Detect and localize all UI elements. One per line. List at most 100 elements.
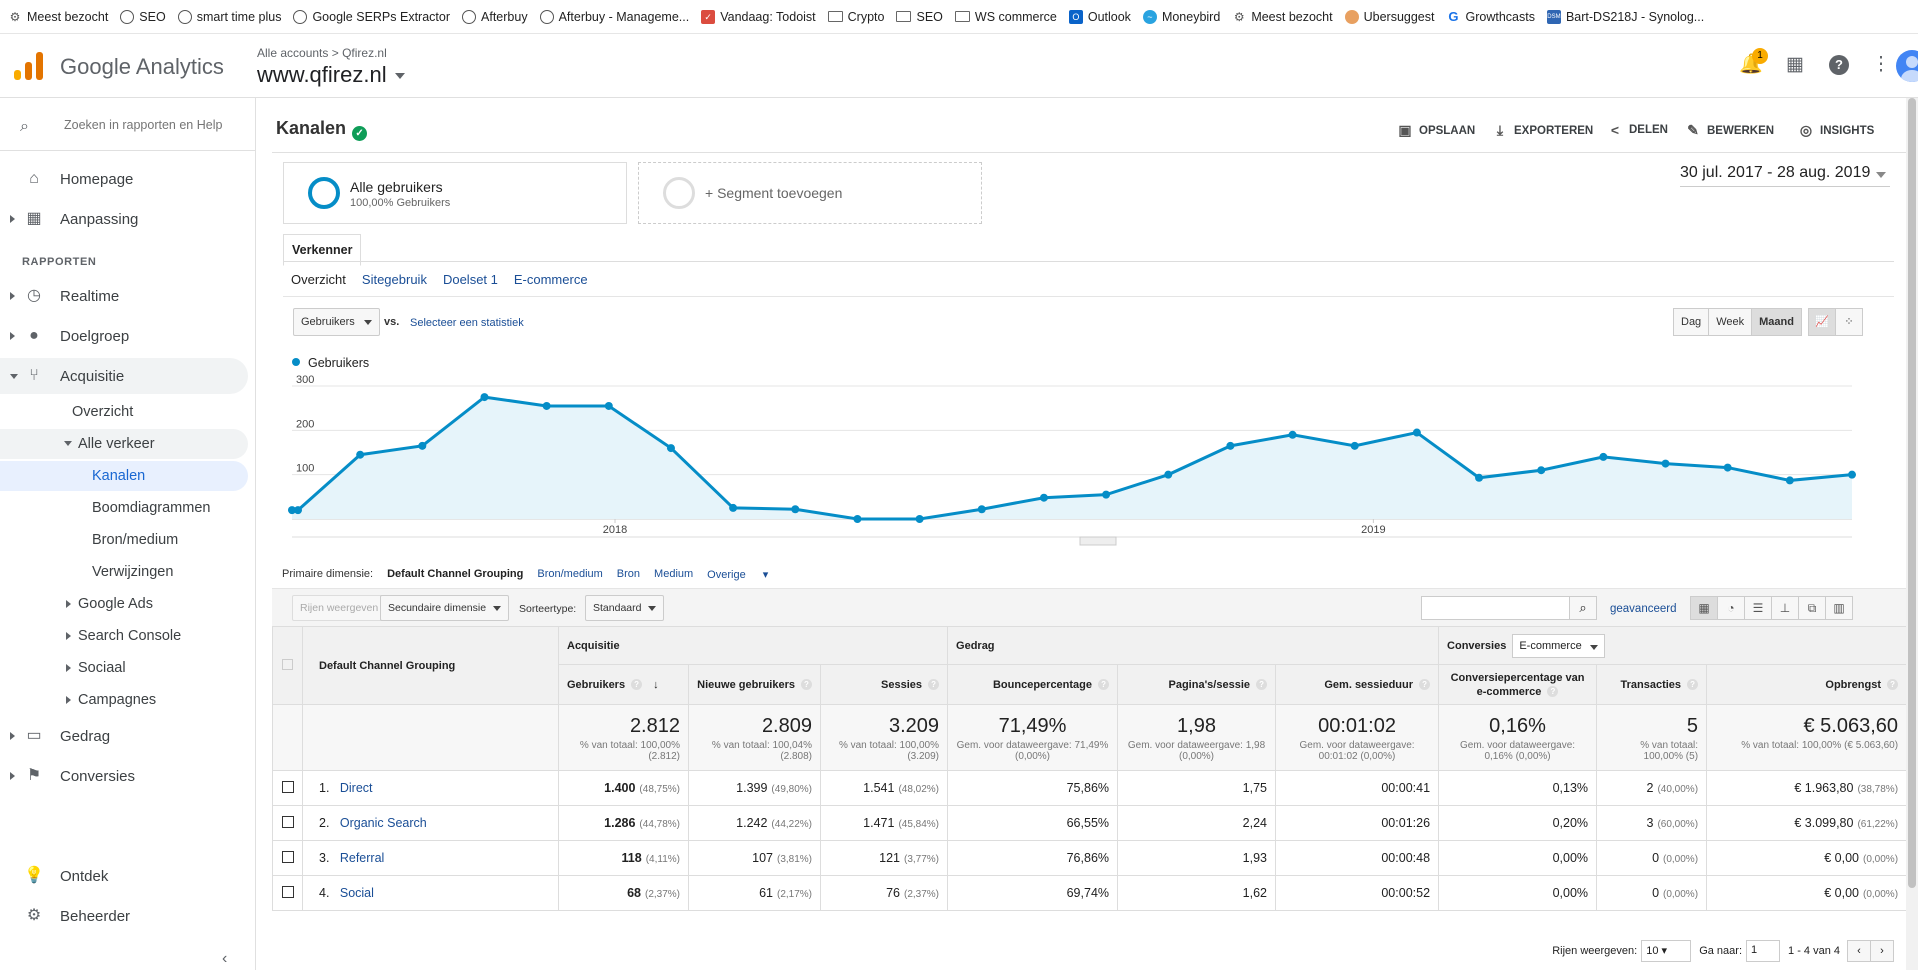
column-header[interactable]: Bouncepercentage? [947, 664, 1119, 705]
help-icon[interactable]: ? [1687, 678, 1699, 690]
week-button[interactable]: Week [1708, 308, 1753, 336]
comparison-view-icon[interactable]: ⊥ [1771, 596, 1799, 620]
column-header[interactable]: Opbrengst? [1706, 664, 1908, 705]
channel-link[interactable]: Social [339, 886, 374, 900]
dim-column-header[interactable]: Default Channel Grouping [302, 626, 559, 705]
sidebar-item-all-traffic[interactable]: Alle verkeer [0, 429, 248, 459]
subtab-ecommerce[interactable]: E-commerce [513, 272, 588, 287]
breadcrumb[interactable]: Alle accounts > Qfirez.nl [257, 46, 387, 60]
advanced-filter-link[interactable]: geavanceerd [1610, 603, 1677, 615]
sidebar-item-treemaps[interactable]: Boomdiagrammen [92, 500, 211, 516]
data-point[interactable] [1350, 441, 1359, 450]
pivot-view-icon[interactable]: ▥ [1825, 596, 1853, 620]
sidebar-item-acquisition[interactable]: ⑂ Acquisitie [0, 358, 248, 394]
view-selector[interactable]: www.qfirez.nl [257, 62, 405, 88]
pie-view-icon[interactable]: ◔ [1717, 596, 1745, 620]
select-metric-link[interactable]: Selecteer een statistiek [410, 317, 524, 329]
data-point[interactable] [1661, 459, 1670, 468]
bookmark-item[interactable]: SEO [896, 10, 943, 24]
data-point[interactable] [853, 515, 862, 523]
sidebar-item-google-ads[interactable]: Google Ads [66, 589, 153, 619]
sidebar-item-campaigns[interactable]: Campagnes [66, 685, 156, 715]
data-point[interactable] [1412, 428, 1421, 437]
data-point[interactable] [1537, 466, 1546, 475]
month-button[interactable]: Maand [1751, 308, 1802, 336]
bookmark-item[interactable]: smart time plus [177, 9, 281, 24]
analytics-logo-icon[interactable] [14, 52, 44, 80]
bookmark-item[interactable]: Afterbuy - Manageme... [539, 9, 689, 24]
help-icon[interactable]: ? [1098, 678, 1110, 690]
sidebar-item-admin[interactable]: ⚙ Beheerder [0, 898, 248, 934]
data-point[interactable] [1475, 473, 1484, 482]
chart-resize-handle[interactable] [1079, 536, 1117, 546]
dim-source[interactable]: Bron [616, 568, 641, 580]
help-icon[interactable]: ? [1256, 678, 1268, 690]
column-header[interactable]: Nieuwe gebruikers? [688, 664, 821, 705]
goto-page-input[interactable]: 1 [1746, 940, 1781, 962]
line-chart-icon[interactable]: 📈 [1808, 308, 1836, 336]
bookmark-item[interactable]: WS commerce [954, 10, 1057, 24]
column-header[interactable]: Pagina's/sessie? [1117, 664, 1277, 705]
select-all-checkbox[interactable] [272, 626, 303, 705]
insights-button[interactable]: ◎ INSIGHTS [1799, 122, 1875, 138]
data-point[interactable] [418, 441, 427, 450]
subtab-goal-set[interactable]: Doelset 1 [442, 272, 498, 287]
data-point[interactable] [1288, 430, 1297, 439]
column-header[interactable]: Conversiepercentage van e-commerce? [1438, 664, 1598, 705]
dim-source-medium[interactable]: Bron/medium [537, 568, 603, 580]
bookmark-item[interactable]: DSM Bart-DS218J - Synolog... [1546, 9, 1705, 24]
data-point[interactable] [1785, 476, 1794, 485]
column-header[interactable]: Gem. sessieduur? [1275, 664, 1440, 705]
sidebar-item-discover[interactable]: 💡 Ontdek [24, 867, 109, 885]
data-point[interactable] [1848, 470, 1856, 479]
column-header[interactable]: Gebruikers? ↓ [558, 664, 689, 705]
next-page-button[interactable]: › [1870, 940, 1894, 962]
search-icon[interactable]: ⌕ [1569, 596, 1597, 620]
help-icon[interactable]: ? [631, 678, 643, 690]
sidebar-item-conversions[interactable]: ⚑ Conversies [0, 758, 248, 794]
channel-link[interactable]: Organic Search [339, 816, 427, 830]
data-point[interactable] [791, 505, 800, 514]
rows-per-page-select[interactable]: 10 ▾ [1641, 940, 1692, 962]
secondary-dimension-dropdown[interactable]: Secundaire dimensie [380, 595, 510, 621]
save-button[interactable]: ▣ OPSLAAN [1398, 122, 1476, 138]
row-checkbox[interactable] [272, 805, 303, 841]
bookmark-item[interactable]: Google SERPs Extractor [293, 9, 450, 24]
sidebar-item-audience[interactable]: ● Doelgroep [0, 318, 248, 354]
performance-view-icon[interactable]: ☰ [1744, 596, 1772, 620]
sidebar-item-social[interactable]: Sociaal [66, 653, 126, 683]
help-icon[interactable]: ? [801, 678, 812, 690]
row-checkbox[interactable] [272, 770, 303, 806]
data-point[interactable] [1226, 441, 1235, 450]
data-point[interactable] [604, 401, 613, 410]
dim-other[interactable]: Overige ▾ [707, 569, 769, 581]
data-point[interactable] [288, 506, 296, 515]
bookmark-item[interactable]: ~ Moneybird [1142, 9, 1220, 24]
export-button[interactable]: ⤓ EXPORTEREN [1492, 122, 1593, 139]
tab-explorer[interactable]: Verkenner [283, 234, 362, 266]
metric-dropdown[interactable]: Gebruikers [293, 308, 380, 336]
table-view-icon[interactable]: ▦ [1690, 596, 1718, 620]
row-checkbox[interactable] [272, 875, 303, 911]
sidebar-item-customization[interactable]: ▦ Aanpassing [0, 201, 248, 237]
add-segment-button[interactable]: + Segment toevoegen [638, 162, 982, 224]
sidebar-item-realtime[interactable]: ◷ Realtime [0, 278, 248, 314]
more-vert-icon[interactable]: ⋮ [1871, 54, 1891, 75]
subtab-site-usage[interactable]: Sitegebruik [361, 272, 427, 287]
row-checkbox[interactable] [272, 840, 303, 876]
data-point[interactable] [915, 515, 924, 523]
bookmark-item[interactable]: SEO [120, 9, 166, 24]
data-point[interactable] [666, 444, 675, 453]
help-icon[interactable]: ? [1547, 685, 1559, 697]
channel-link[interactable]: Referral [339, 851, 385, 865]
motion-chart-icon[interactable]: ⁘ [1835, 308, 1863, 336]
sidebar-item-source-medium[interactable]: Bron/medium [92, 532, 179, 548]
table-search-input[interactable] [1421, 596, 1585, 620]
data-point[interactable] [480, 393, 489, 402]
data-point[interactable] [542, 401, 551, 410]
sort-type-dropdown[interactable]: Standaard [585, 595, 665, 621]
bookmark-item[interactable]: O Outlook [1068, 9, 1131, 24]
search-input[interactable] [64, 118, 234, 132]
subtab-overview[interactable]: Overzicht [291, 272, 346, 287]
data-point[interactable] [1599, 452, 1608, 461]
